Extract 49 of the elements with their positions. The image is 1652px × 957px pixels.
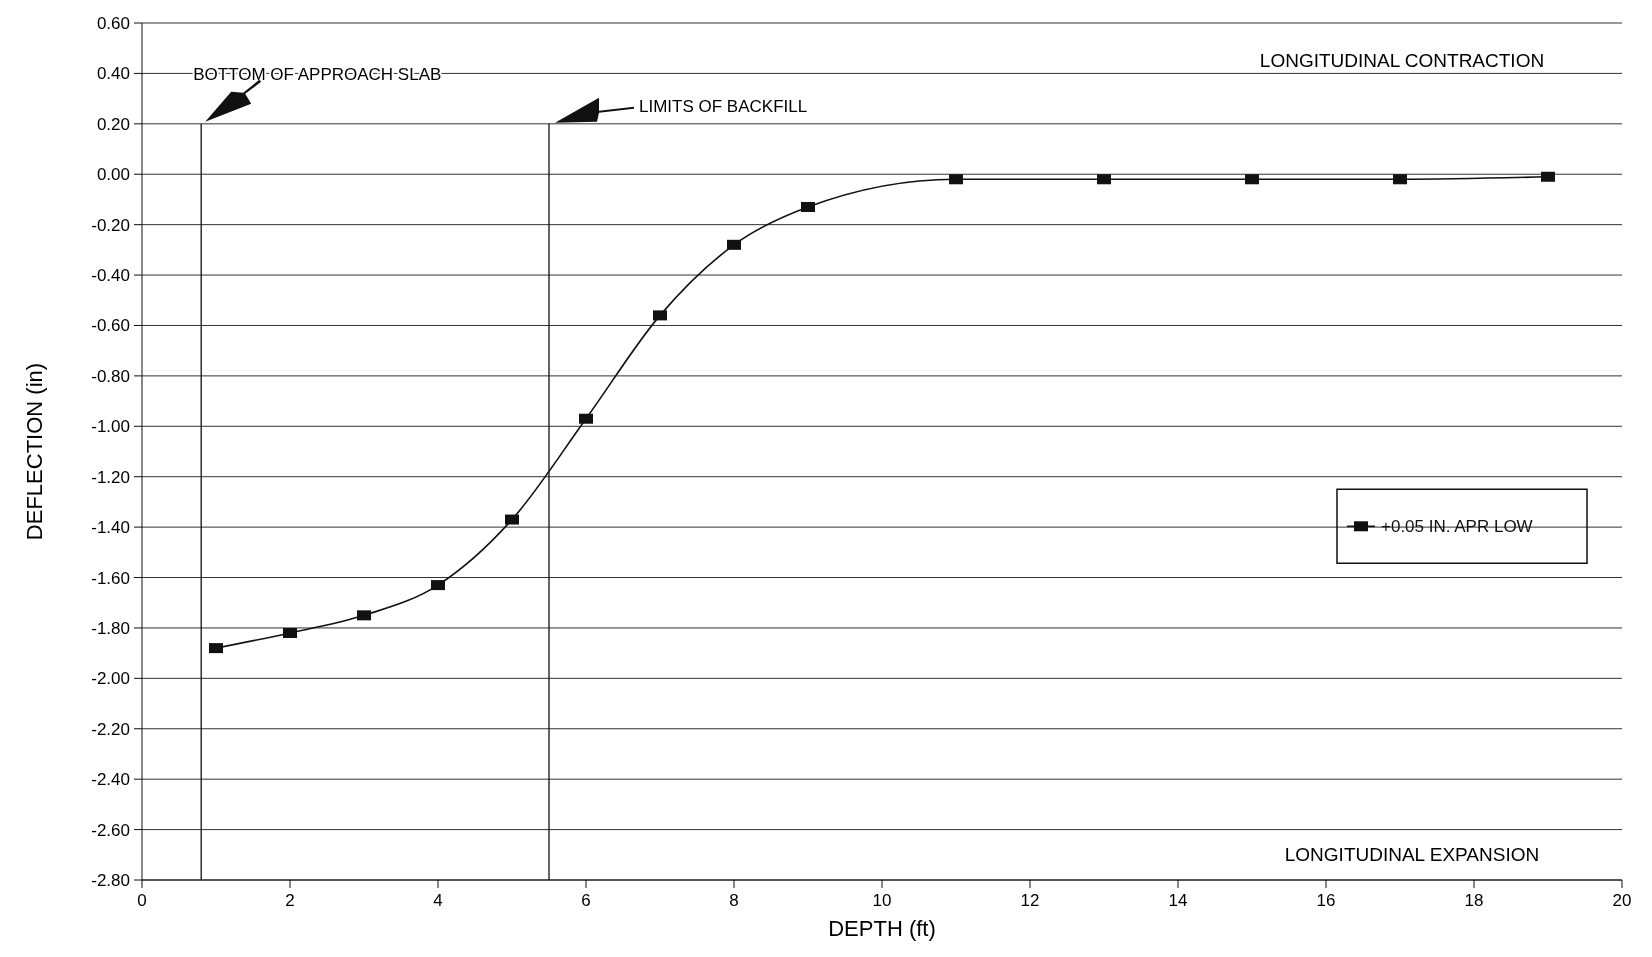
x-tick-label: 0 [137,891,147,910]
annotation: LONGITUDINAL CONTRACTION [1259,49,1545,71]
x-tick-label: 18 [1464,891,1484,910]
y-tick-label: -2.40 [91,770,130,790]
point [209,643,223,654]
point [505,514,519,525]
y-tick-label: -0.20 [91,215,130,235]
point [357,610,371,621]
point [1393,174,1407,185]
y-tick-label: -1.40 [91,518,130,538]
point [801,202,815,212]
x-tick-label: 6 [581,891,591,910]
y-tick-label: -2.60 [91,820,130,840]
y-tick-label: -1.80 [91,618,130,638]
x-tick-label: 8 [729,891,739,910]
y-tick-label: -1.60 [91,568,130,588]
x-tick-label: 12 [1020,891,1040,910]
annotation: LONGITUDINAL EXPANSION [1284,843,1540,865]
x-tick-label: 14 [1168,891,1188,910]
point [1541,171,1555,182]
point [1097,174,1111,185]
y-tick-label: 0.20 [96,114,130,134]
point [653,310,667,321]
y-tick-label: -0.80 [91,366,130,386]
y-tick-label: 0.60 [96,14,130,33]
point [431,580,445,591]
x-tick-label: 10 [872,891,892,910]
x-tick-label: 4 [433,891,443,910]
legend-label: +0.05 IN. APR LOW [1381,517,1533,537]
x-tick-label: 20 [1612,891,1632,910]
y-tick-label: 0.40 [96,64,130,84]
y-tick-label: 0.00 [96,165,130,185]
y-tick-label: -2.20 [91,719,130,739]
y-tick-label: -0.60 [91,316,130,336]
y-axis-title: DEFLECTION (in) [22,362,47,541]
point [1245,174,1259,185]
y-tick-label: -0.40 [91,266,130,286]
point [727,239,741,250]
point [949,174,963,185]
y-tick-label: -2.00 [91,669,130,689]
y-tick-label: -1.20 [91,467,130,487]
x-axis-title: DEPTH (ft) [828,916,936,941]
legend-label: LIMITS OF BACKFILL [639,96,808,116]
x-tick-label: 2 [285,891,295,910]
x-tick-label: 16 [1316,891,1336,910]
point [579,413,593,424]
y-tick-label: -2.80 [91,871,130,890]
y-tick-label: -1.00 [91,417,130,437]
point [283,627,297,638]
